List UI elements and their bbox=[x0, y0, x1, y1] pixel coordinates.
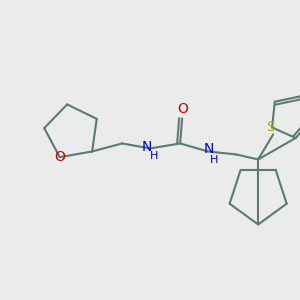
Text: N: N bbox=[142, 140, 152, 154]
Text: H: H bbox=[150, 152, 158, 161]
Text: H: H bbox=[210, 155, 218, 166]
Text: S: S bbox=[266, 121, 274, 134]
Text: N: N bbox=[204, 142, 214, 157]
Text: O: O bbox=[178, 103, 189, 116]
Text: O: O bbox=[54, 150, 65, 164]
